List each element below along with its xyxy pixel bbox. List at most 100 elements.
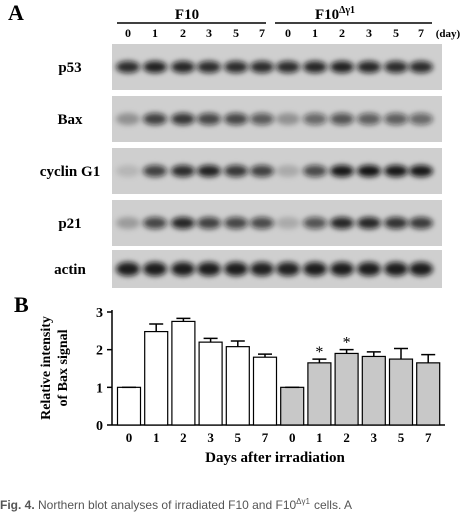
caption-tail: cells. A [314,498,352,512]
y-axis-label-line: of Bax signal [56,329,71,406]
x-tick-label: 7 [262,430,269,445]
band [357,262,381,276]
band [197,217,221,229]
band [171,113,195,125]
band [143,262,167,276]
band [303,61,327,73]
band [303,113,327,125]
error-bar [339,348,354,354]
error-bar [149,323,164,332]
day-label: 3 [206,26,212,40]
band [250,262,274,276]
panel-label: A [8,0,24,25]
band [250,217,274,229]
y-tick-label: 3 [96,306,103,321]
x-tick-label: 2 [180,430,187,445]
y-tick-label: 0 [96,419,103,434]
band [303,217,327,229]
caption-text: Northern blot analyses of irradiated F10… [38,498,296,512]
band [330,61,354,73]
x-tick-label: 3 [371,430,378,445]
x-tick-label: 1 [316,430,323,445]
day-label: 2 [180,26,186,40]
bar [171,320,196,426]
band [276,217,300,229]
band [116,61,140,73]
x-tick-label: 3 [207,430,214,445]
band [197,61,221,73]
y-tick-label: 1 [96,381,103,396]
band [357,217,381,229]
band [303,262,327,276]
row-label: p53 [58,60,81,76]
caption-sup: Δγ1 [296,497,310,506]
caption: Fig. 4. Northern blot analyses of irradi… [0,497,352,512]
day-label: 2 [339,26,345,40]
row-label: cyclin G1 [40,164,100,180]
band [197,113,221,125]
y-axis-label: Relative intensity of Bax signal [39,316,71,420]
blots: 0 1 2 3 5 7 0 1 2 3 5 7 p53 Bax cyclin G1 p21 actin [40,26,442,288]
x-tick-label: 7 [425,430,432,445]
band [330,113,354,125]
band [197,165,221,177]
group-label-sup: Δγ1 [339,5,355,16]
group-label-text: F10 [315,7,339,23]
band [250,165,274,177]
bar [361,355,386,426]
day-unit: (day) [436,28,461,40]
band [143,165,167,177]
band [384,165,408,177]
band [224,262,248,276]
bar [144,330,169,426]
day-label: 7 [418,26,424,40]
bar [225,346,250,426]
band [330,262,354,276]
band [250,61,274,73]
error-bar [366,351,381,357]
band [357,165,381,177]
x-tick-label: 5 [398,430,405,445]
day-label: 1 [312,26,318,40]
band [116,262,140,276]
bar [388,358,414,426]
band [276,113,300,125]
band [197,262,221,276]
day-label: 1 [152,26,158,40]
band [171,165,195,177]
band [303,165,327,177]
day-label: 7 [259,26,265,40]
band [357,61,381,73]
band [116,165,140,177]
x-tick-label: 0 [289,430,296,445]
panel-label: B [14,292,29,317]
error-bar [230,340,245,347]
band [409,165,433,177]
y-tick-label: 2 [96,344,103,359]
band [276,61,300,73]
band [224,165,248,177]
error-bar [258,353,272,358]
x-tick-label: 2 [343,430,350,445]
band [384,113,408,125]
band [171,61,195,73]
band [409,61,433,73]
band [116,113,140,125]
band [409,113,433,125]
bar [252,356,278,426]
group-label: F10 [175,7,199,23]
group-label: F10Δγ1 [315,5,355,23]
band [276,165,300,177]
annotation: * [343,335,351,352]
band [250,113,274,125]
row-label: Bax [57,112,83,128]
caption-label: Fig. 4. [0,498,35,512]
x-tick-label: 5 [235,430,242,445]
band [357,113,381,125]
day-label: 0 [125,26,131,40]
row-label: p21 [58,216,81,232]
band [171,217,195,229]
bar [416,362,441,426]
error-bar [203,337,218,343]
